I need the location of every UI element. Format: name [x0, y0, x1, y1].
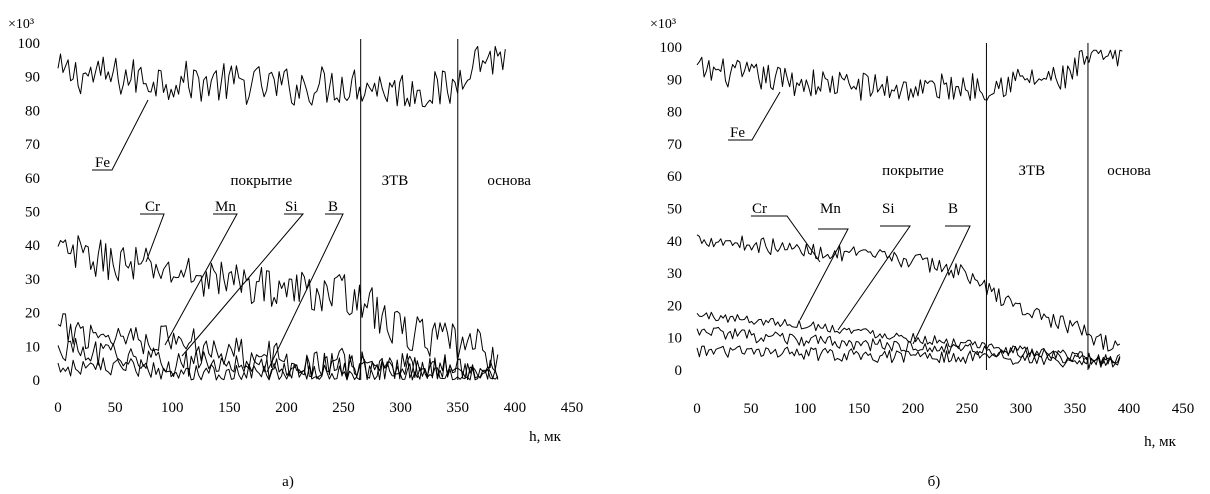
chart-panel-a: 0 10 20 30 40 50 60 70 80 90 100 0 50 100 150 200 250 300… [8, 17, 583, 490]
x-tick-label: 150 [218, 400, 241, 416]
y-tick-label: 0 [675, 363, 683, 379]
y-tick-label: 70 [25, 137, 40, 153]
y-tick-label: 100 [660, 40, 683, 56]
series-label-fe: Fe [730, 125, 745, 141]
x-tick-label: 450 [1172, 401, 1195, 417]
y-tick-label: 40 [667, 234, 682, 250]
y-tick-label: 20 [25, 306, 40, 322]
x-tick-label: 250 [956, 401, 979, 417]
series-label-mn: Mn [215, 199, 236, 215]
leader-line-si [181, 213, 305, 357]
series-line-b [57, 357, 499, 381]
y-tick-label: 70 [667, 137, 682, 153]
series-label-cr: Cr [145, 199, 160, 215]
leader-line-fe [728, 91, 781, 141]
y-tick-label: 90 [667, 72, 682, 88]
series-label-si: Si [285, 199, 298, 215]
leader-line-si [837, 225, 911, 331]
x-tick-label: 200 [275, 400, 298, 416]
leader-line-fe [92, 99, 149, 171]
x-tick-label: 450 [561, 400, 584, 416]
series-label-cr: Cr [752, 201, 767, 217]
x-tick-label: 300 [389, 400, 412, 416]
zone-label: ЗТВ [1018, 163, 1045, 179]
panel-label: б) [928, 474, 941, 490]
leader-line-cr [751, 215, 821, 263]
x-tick-label: 50 [108, 400, 123, 416]
x-tick-label: 0 [54, 400, 62, 416]
leader-line-cr [140, 213, 165, 263]
x-axis-label: h, мк [529, 429, 561, 445]
y-tick-label: 30 [25, 272, 40, 288]
x-tick-label: 300 [1010, 401, 1033, 417]
series-line-si [696, 326, 1121, 366]
y-tick-label: 30 [667, 266, 682, 282]
chart-panel-b: 0 10 20 30 40 50 60 70 80 90 100 0 50 100 150 200 250 300… [650, 17, 1194, 490]
series-label-si: Si [882, 201, 895, 217]
x-tick-label: 400 [1118, 401, 1141, 417]
leader-line-b [912, 225, 971, 345]
leader-line-b [266, 213, 344, 373]
x-tick-label: 100 [794, 401, 817, 417]
x-axis-label: h, мк [1144, 434, 1176, 450]
series-line-b [696, 345, 1121, 369]
y-tick-label: 80 [667, 105, 682, 121]
y-tick-label: 50 [667, 202, 682, 218]
x-tick-label: 150 [848, 401, 871, 417]
zone-label: основа [487, 173, 531, 189]
y-tick-label: 40 [25, 238, 40, 254]
x-tick-label: 400 [504, 400, 527, 416]
y-tick-label: 100 [18, 36, 41, 52]
leader-line-mn [799, 228, 849, 321]
zone-label: ЗТВ [382, 173, 409, 189]
x-tick-label: 0 [693, 401, 701, 417]
x-tick-label: 200 [902, 401, 925, 417]
series-line-mn [696, 311, 1121, 364]
series-line-cr [57, 235, 499, 371]
zone-label: покрытие [230, 173, 292, 189]
y-multiplier-label: ×10³ [650, 17, 676, 32]
x-tick-label: 50 [744, 401, 759, 417]
y-tick-label: 0 [33, 373, 41, 389]
y-tick-label: 10 [25, 339, 40, 355]
series-line-fe [57, 45, 506, 108]
x-tick-label: 350 [1064, 401, 1087, 417]
y-tick-label: 90 [25, 70, 40, 86]
x-tick-label: 350 [447, 400, 470, 416]
series-label-fe: Fe [95, 155, 110, 171]
series-line-fe [696, 49, 1123, 101]
y-multiplier-label: ×10³ [8, 17, 34, 32]
x-tick-label: 100 [161, 400, 184, 416]
y-tick-label: 60 [667, 169, 682, 185]
y-tick-label: 20 [667, 298, 682, 314]
series-line-cr [696, 234, 1121, 352]
series-label-b: B [328, 199, 338, 215]
x-tick-label: 250 [332, 400, 355, 416]
zone-label: покрытие [882, 163, 944, 179]
y-tick-label: 60 [25, 171, 40, 187]
panel-label: а) [282, 474, 294, 490]
series-label-b: B [948, 201, 958, 217]
y-tick-label: 50 [25, 205, 40, 221]
y-tick-label: 10 [667, 331, 682, 347]
zone-label: основа [1107, 163, 1151, 179]
series-label-mn: Mn [820, 201, 841, 217]
y-tick-label: 80 [25, 103, 40, 119]
series-line-si [57, 337, 499, 381]
leader-line-mn [164, 213, 238, 346]
